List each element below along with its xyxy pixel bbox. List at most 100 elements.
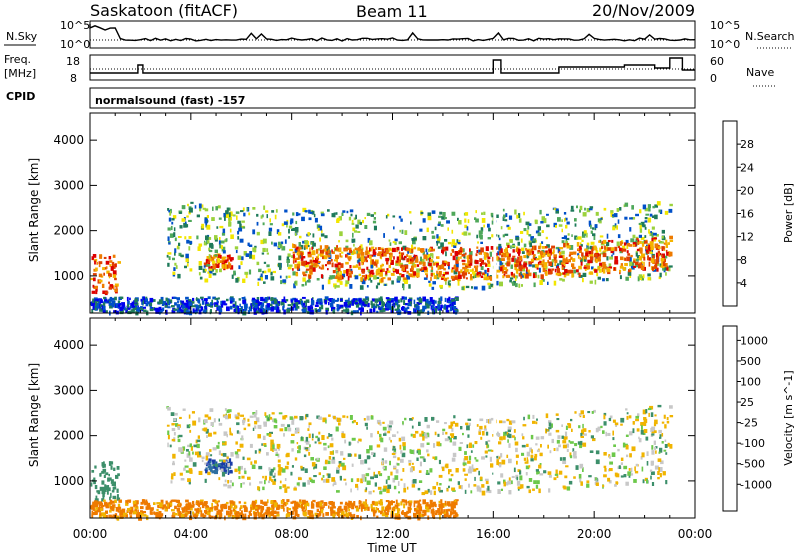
range-gate-cell — [551, 438, 554, 444]
range-gate-cell — [536, 449, 540, 453]
range-gate-cell — [98, 279, 103, 283]
range-gate-cell — [507, 439, 509, 443]
range-gate-cell — [666, 417, 669, 420]
range-gate-cell — [391, 299, 394, 303]
range-gate-cell — [539, 260, 542, 263]
range-gate-cell — [545, 265, 548, 270]
range-gate-cell — [391, 507, 396, 512]
range-gate-cell — [487, 449, 492, 452]
range-gate-cell — [290, 306, 294, 311]
range-gate-cell — [627, 243, 631, 247]
range-gate-cell — [273, 298, 276, 301]
range-gate-cell — [356, 253, 361, 259]
range-gate-cell — [168, 241, 171, 244]
range-gate-cell — [273, 510, 277, 515]
range-gate-cell — [638, 222, 642, 225]
range-gate-cell — [346, 273, 349, 277]
range-gate-cell — [389, 252, 393, 258]
range-gate-cell — [516, 460, 518, 465]
range-gate-cell — [372, 261, 377, 264]
range-gate-cell — [394, 238, 398, 242]
range-gate-cell — [507, 226, 511, 230]
range-gate-cell — [545, 428, 547, 434]
range-gate-cell — [101, 470, 105, 474]
range-gate-cell — [134, 508, 138, 513]
range-gate-cell — [468, 232, 471, 236]
range-gate-cell — [485, 246, 489, 251]
range-gate-cell — [227, 466, 232, 469]
range-gate-cell — [273, 502, 278, 508]
range-gate-cell — [204, 268, 207, 272]
range-gate-cell — [479, 263, 482, 267]
range-gate-cell — [580, 410, 584, 415]
range-gate-cell — [432, 310, 434, 315]
range-gate-cell — [205, 452, 210, 457]
range-gate-cell — [175, 423, 179, 427]
range-gate-cell — [465, 422, 469, 426]
range-gate-cell — [387, 300, 391, 305]
range-gate-cell — [561, 240, 565, 244]
range-gate-cell — [312, 267, 316, 272]
range-gate-cell — [183, 302, 187, 306]
range-gate-cell — [412, 433, 416, 438]
range-gate-cell — [293, 507, 296, 512]
range-gate-cell — [503, 267, 508, 271]
range-gate-cell — [610, 210, 614, 214]
range-gate-cell — [172, 257, 175, 261]
range-gate-cell — [184, 265, 187, 269]
range-gate-cell — [437, 265, 442, 270]
range-gate-cell — [623, 474, 627, 478]
range-gate-cell — [646, 451, 649, 456]
range-gate-cell — [530, 236, 534, 241]
range-gate-cell — [286, 486, 290, 489]
range-gate-cell — [297, 249, 301, 252]
range-gate-cell — [360, 307, 364, 312]
range-gate-cell — [501, 488, 503, 491]
range-gate-cell — [609, 415, 613, 419]
range-gate-cell — [593, 235, 596, 240]
range-gate-cell — [291, 228, 295, 231]
range-gate-cell — [500, 226, 503, 230]
range-gate-cell — [611, 239, 614, 243]
range-gate-cell — [476, 246, 479, 249]
range-gate-cell — [628, 468, 631, 471]
range-gate-cell — [614, 484, 617, 487]
range-gate-cell — [190, 445, 193, 451]
range-gate-cell — [318, 416, 322, 420]
range-gate-cell — [157, 301, 159, 304]
range-gate-cell — [631, 217, 636, 220]
beam-title: Beam 11 — [356, 2, 428, 21]
range-gate-cell — [238, 307, 242, 312]
range-gate-cell — [653, 237, 657, 240]
range-gate-cell — [589, 259, 593, 264]
range-gate-cell — [161, 302, 165, 306]
range-gate-cell — [444, 217, 447, 220]
range-gate-cell — [532, 488, 535, 491]
range-gate-cell — [589, 206, 594, 209]
range-gate-cell — [402, 285, 405, 291]
range-gate-cell — [657, 471, 660, 475]
range-gate-cell — [475, 459, 479, 462]
range-gate-cell — [165, 297, 168, 302]
range-gate-cell — [257, 434, 261, 439]
range-gate-cell — [506, 454, 509, 458]
range-gate-cell — [480, 247, 484, 253]
range-gate-cell — [277, 504, 280, 508]
range-gate-cell — [286, 223, 288, 228]
range-gate-cell — [656, 262, 660, 266]
range-gate-cell — [309, 251, 311, 255]
range-gate-cell — [656, 267, 659, 272]
range-gate-cell — [282, 499, 285, 502]
range-gate-cell — [252, 229, 256, 235]
range-gate-cell — [351, 219, 354, 223]
range-gate-cell — [530, 258, 535, 262]
range-gate-cell — [483, 224, 485, 228]
range-gate-cell — [406, 254, 409, 257]
range-gate-cell — [337, 508, 340, 512]
range-gate-cell — [454, 310, 458, 315]
range-gate-cell — [149, 308, 154, 312]
range-gate-cell — [390, 502, 393, 505]
range-gate-cell — [603, 414, 606, 420]
range-gate-cell — [356, 422, 358, 425]
range-gate-cell — [442, 260, 446, 265]
